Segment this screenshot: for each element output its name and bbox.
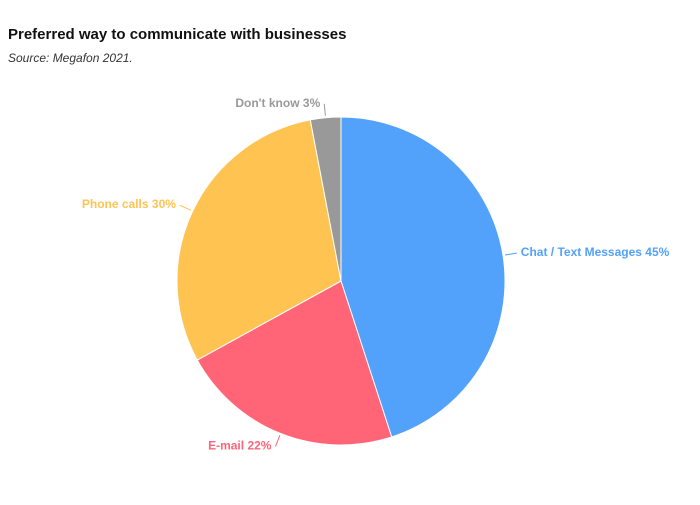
leader-line [179,204,192,211]
slice-label: Phone calls 30% [82,197,176,211]
slice-value: 30% [152,197,176,211]
slice-value: 3% [303,96,321,110]
leader-line [275,435,281,447]
slice-name: Chat / Text Messages [521,245,642,259]
chart-title: Preferred way to communicate with busine… [8,26,346,43]
slice-value: 45% [645,245,669,259]
slice-label: Chat / Text Messages 45% [521,245,670,259]
pie-slice [176,119,342,361]
slice-label: E-mail 22% [208,439,272,453]
leader-line [323,103,326,116]
leader-line [504,252,517,256]
pie-slice [196,280,393,446]
chart-subtitle: Source: Megafon 2021. [8,51,133,65]
slice-value: 22% [247,439,271,453]
slice-name: E-mail [208,439,244,453]
pie-slice [309,116,342,282]
pie-slice [340,116,506,438]
slice-name: Phone calls [82,197,149,211]
slice-label: Don't know 3% [235,96,320,110]
slice-name: Don't know [235,96,300,110]
